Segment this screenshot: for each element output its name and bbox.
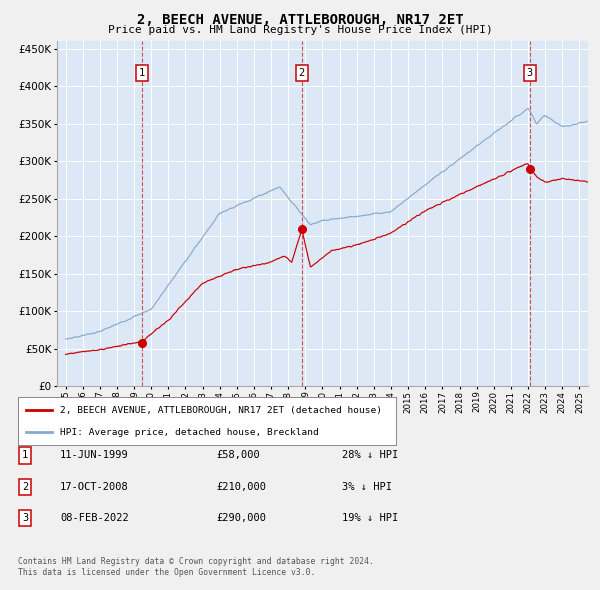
Text: 2: 2	[299, 68, 305, 78]
Text: 2: 2	[22, 482, 28, 491]
Text: £58,000: £58,000	[216, 451, 260, 460]
Text: 1: 1	[22, 451, 28, 460]
Text: 2, BEECH AVENUE, ATTLEBOROUGH, NR17 2ET (detached house): 2, BEECH AVENUE, ATTLEBOROUGH, NR17 2ET …	[59, 406, 382, 415]
Text: 2, BEECH AVENUE, ATTLEBOROUGH, NR17 2ET: 2, BEECH AVENUE, ATTLEBOROUGH, NR17 2ET	[137, 13, 463, 27]
Text: £290,000: £290,000	[216, 513, 266, 523]
Text: 08-FEB-2022: 08-FEB-2022	[60, 513, 129, 523]
Text: 19% ↓ HPI: 19% ↓ HPI	[342, 513, 398, 523]
Text: 3: 3	[22, 513, 28, 523]
Text: £210,000: £210,000	[216, 482, 266, 491]
Text: 28% ↓ HPI: 28% ↓ HPI	[342, 451, 398, 460]
Text: 11-JUN-1999: 11-JUN-1999	[60, 451, 129, 460]
Text: Price paid vs. HM Land Registry's House Price Index (HPI): Price paid vs. HM Land Registry's House …	[107, 25, 493, 35]
Text: 3% ↓ HPI: 3% ↓ HPI	[342, 482, 392, 491]
Text: This data is licensed under the Open Government Licence v3.0.: This data is licensed under the Open Gov…	[18, 568, 316, 577]
Text: HPI: Average price, detached house, Breckland: HPI: Average price, detached house, Brec…	[59, 428, 319, 437]
Text: Contains HM Land Registry data © Crown copyright and database right 2024.: Contains HM Land Registry data © Crown c…	[18, 558, 374, 566]
Text: 1: 1	[139, 68, 145, 78]
Text: 17-OCT-2008: 17-OCT-2008	[60, 482, 129, 491]
Text: 3: 3	[527, 68, 533, 78]
